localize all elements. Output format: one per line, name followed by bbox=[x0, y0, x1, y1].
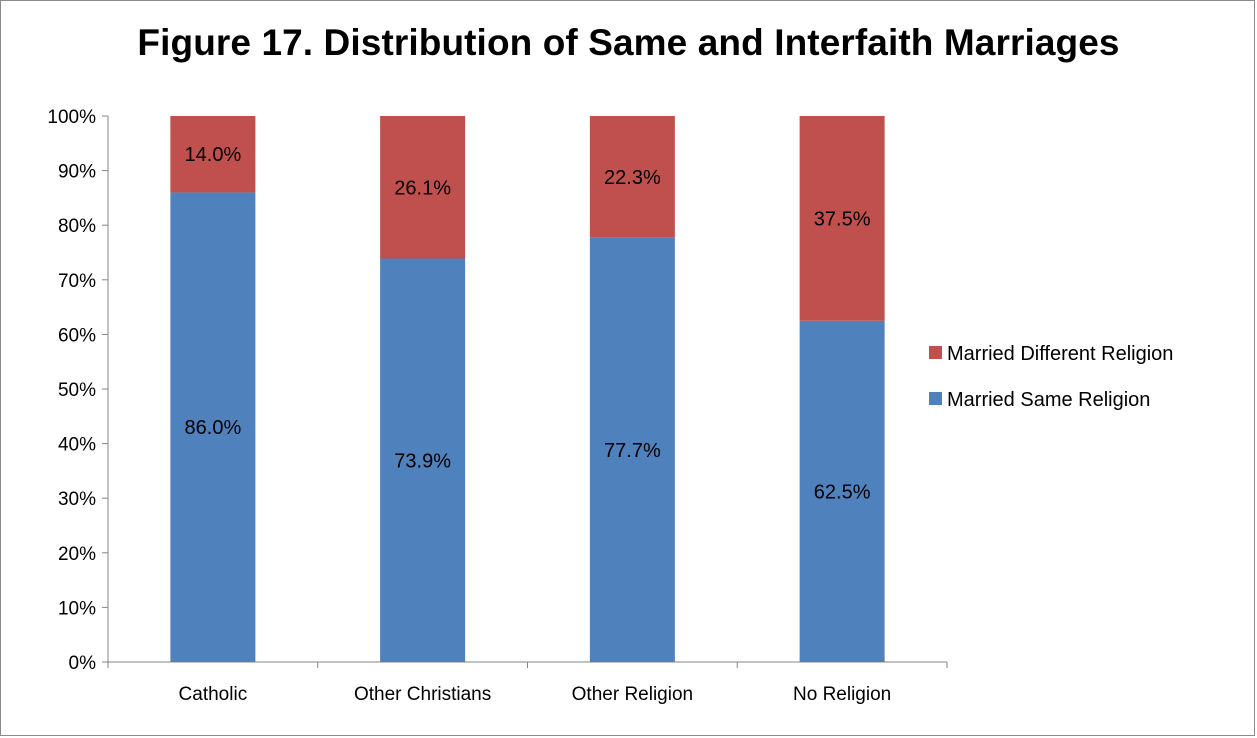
chart-title: Figure 17. Distribution of Same and Inte… bbox=[137, 22, 1120, 63]
y-tick-label: 20% bbox=[58, 544, 96, 565]
axes: 0% 10% 20% 30% 40% 50% 60% 70% 80% 90% 100% Catholi… bbox=[47, 107, 948, 705]
bar-married-different-religion bbox=[589, 116, 675, 238]
data-label-married-different-religion: 14.0% bbox=[185, 144, 242, 166]
data-label-married-same-religion: 62.5% bbox=[814, 481, 871, 503]
x-tick-label: Catholic bbox=[179, 684, 248, 705]
bar-married-same-religion bbox=[170, 192, 256, 662]
data-label-married-same-religion: 77.7% bbox=[604, 440, 661, 462]
data-label-married-same-religion: 86.0% bbox=[185, 417, 242, 439]
legend-label-married-different-religion: Married Different Religion bbox=[947, 343, 1173, 365]
x-tick-label: Other Religion bbox=[572, 684, 693, 705]
data-label-married-different-religion: 37.5% bbox=[814, 208, 871, 230]
y-tick-label: 70% bbox=[58, 271, 96, 292]
data-labels: 86.0% 14.0% 73.9% 26.1% 77.7% 22.3% 62.5% 37.5% bbox=[185, 144, 871, 503]
legend-label-married-same-religion: Married Same Religion bbox=[947, 389, 1150, 411]
y-tick-label: 50% bbox=[58, 380, 96, 401]
x-tick-label: Other Christians bbox=[354, 684, 491, 705]
bar-married-same-religion bbox=[799, 320, 885, 662]
y-tick-label: 80% bbox=[58, 216, 96, 237]
bar-married-different-religion bbox=[380, 116, 466, 259]
bar-married-different-religion bbox=[799, 116, 885, 321]
legend-swatch-married-same-religion bbox=[929, 392, 942, 405]
bar-married-different-religion bbox=[170, 116, 256, 193]
legend: Married Different Religion Married Same R… bbox=[929, 343, 1173, 411]
y-tick-label: 0% bbox=[69, 653, 97, 674]
data-label-married-different-religion: 26.1% bbox=[394, 177, 451, 199]
y-tick-label: 40% bbox=[58, 435, 96, 456]
y-tick-label: 100% bbox=[47, 107, 96, 128]
data-label-married-same-religion: 73.9% bbox=[394, 450, 451, 472]
x-tick-label: No Religion bbox=[793, 684, 891, 705]
legend-swatch-married-different-religion bbox=[929, 346, 942, 359]
y-tick-label: 10% bbox=[58, 598, 96, 619]
bar-married-same-religion bbox=[380, 258, 466, 662]
y-tick-label: 60% bbox=[58, 325, 96, 346]
data-label-married-different-religion: 22.3% bbox=[604, 167, 661, 189]
bar-married-same-religion bbox=[589, 237, 675, 662]
y-tick-label: 90% bbox=[58, 162, 96, 183]
y-tick-label: 30% bbox=[58, 489, 96, 510]
bars bbox=[170, 116, 885, 662]
